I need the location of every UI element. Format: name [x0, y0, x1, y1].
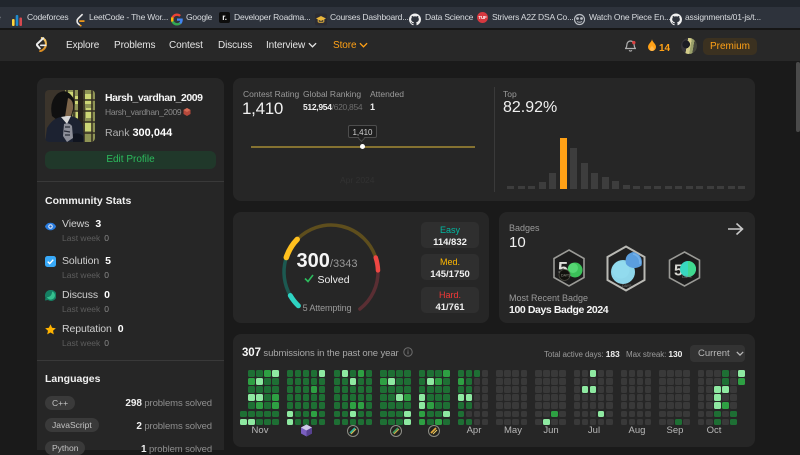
svg-text:DAYS: DAYS [682, 275, 692, 279]
svg-text:5: 5 [674, 263, 683, 280]
svg-text:DAYS: DAYS [622, 284, 632, 288]
svg-text:5: 5 [558, 259, 568, 279]
svg-text:DAYS: DAYS [561, 274, 571, 278]
